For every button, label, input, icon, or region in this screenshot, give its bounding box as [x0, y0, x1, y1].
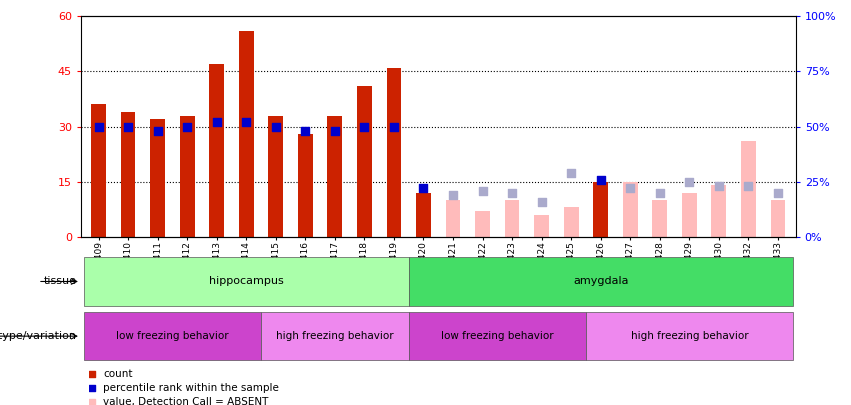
Bar: [298, 134, 312, 237]
Text: genotype/variation: genotype/variation: [0, 331, 77, 341]
Point: [594, 176, 608, 183]
Text: tissue: tissue: [43, 277, 77, 286]
Bar: [593, 182, 608, 237]
Point: [505, 190, 519, 196]
Point: [338, 49, 351, 56]
Text: count: count: [103, 369, 133, 379]
Point: [624, 185, 637, 192]
Text: amygdala: amygdala: [573, 277, 629, 286]
Point: [180, 123, 194, 130]
Bar: [268, 115, 283, 237]
Point: [653, 190, 666, 196]
Point: [92, 123, 106, 130]
Bar: [408, 257, 793, 306]
Bar: [83, 257, 408, 306]
Bar: [653, 200, 667, 237]
Bar: [416, 193, 431, 237]
Bar: [261, 312, 408, 360]
Point: [564, 170, 578, 176]
Bar: [83, 312, 261, 360]
Point: [338, 325, 351, 332]
Point: [299, 128, 312, 134]
Text: high freezing behavior: high freezing behavior: [276, 331, 394, 341]
Bar: [564, 207, 579, 237]
Point: [151, 128, 164, 134]
Text: value, Detection Call = ABSENT: value, Detection Call = ABSENT: [103, 397, 269, 405]
Point: [122, 123, 135, 130]
Bar: [121, 112, 135, 237]
Bar: [91, 104, 106, 237]
Point: [741, 183, 755, 190]
Bar: [770, 200, 785, 237]
Bar: [711, 185, 726, 237]
Point: [387, 123, 401, 130]
Bar: [386, 68, 402, 237]
Point: [446, 192, 460, 198]
Bar: [534, 215, 549, 237]
Bar: [586, 312, 793, 360]
Bar: [239, 31, 254, 237]
Text: hippocampus: hippocampus: [208, 277, 283, 286]
Text: percentile rank within the sample: percentile rank within the sample: [103, 383, 279, 392]
Point: [417, 185, 431, 192]
Point: [210, 119, 224, 126]
Point: [683, 179, 696, 185]
Point: [357, 123, 371, 130]
Bar: [741, 141, 756, 237]
Point: [269, 123, 283, 130]
Bar: [505, 200, 519, 237]
Bar: [446, 200, 460, 237]
Bar: [357, 86, 372, 237]
Point: [338, 182, 351, 188]
Bar: [475, 211, 490, 237]
Point: [239, 119, 253, 126]
Point: [712, 183, 726, 190]
Point: [476, 188, 489, 194]
Bar: [623, 182, 637, 237]
Bar: [180, 115, 195, 237]
Bar: [328, 115, 342, 237]
Text: low freezing behavior: low freezing behavior: [116, 331, 229, 341]
Point: [771, 190, 785, 196]
Bar: [408, 312, 586, 360]
Text: low freezing behavior: low freezing behavior: [441, 331, 554, 341]
Bar: [682, 193, 697, 237]
Bar: [151, 119, 165, 237]
Point: [534, 198, 548, 205]
Point: [328, 128, 342, 134]
Text: high freezing behavior: high freezing behavior: [631, 331, 748, 341]
Bar: [209, 64, 224, 237]
